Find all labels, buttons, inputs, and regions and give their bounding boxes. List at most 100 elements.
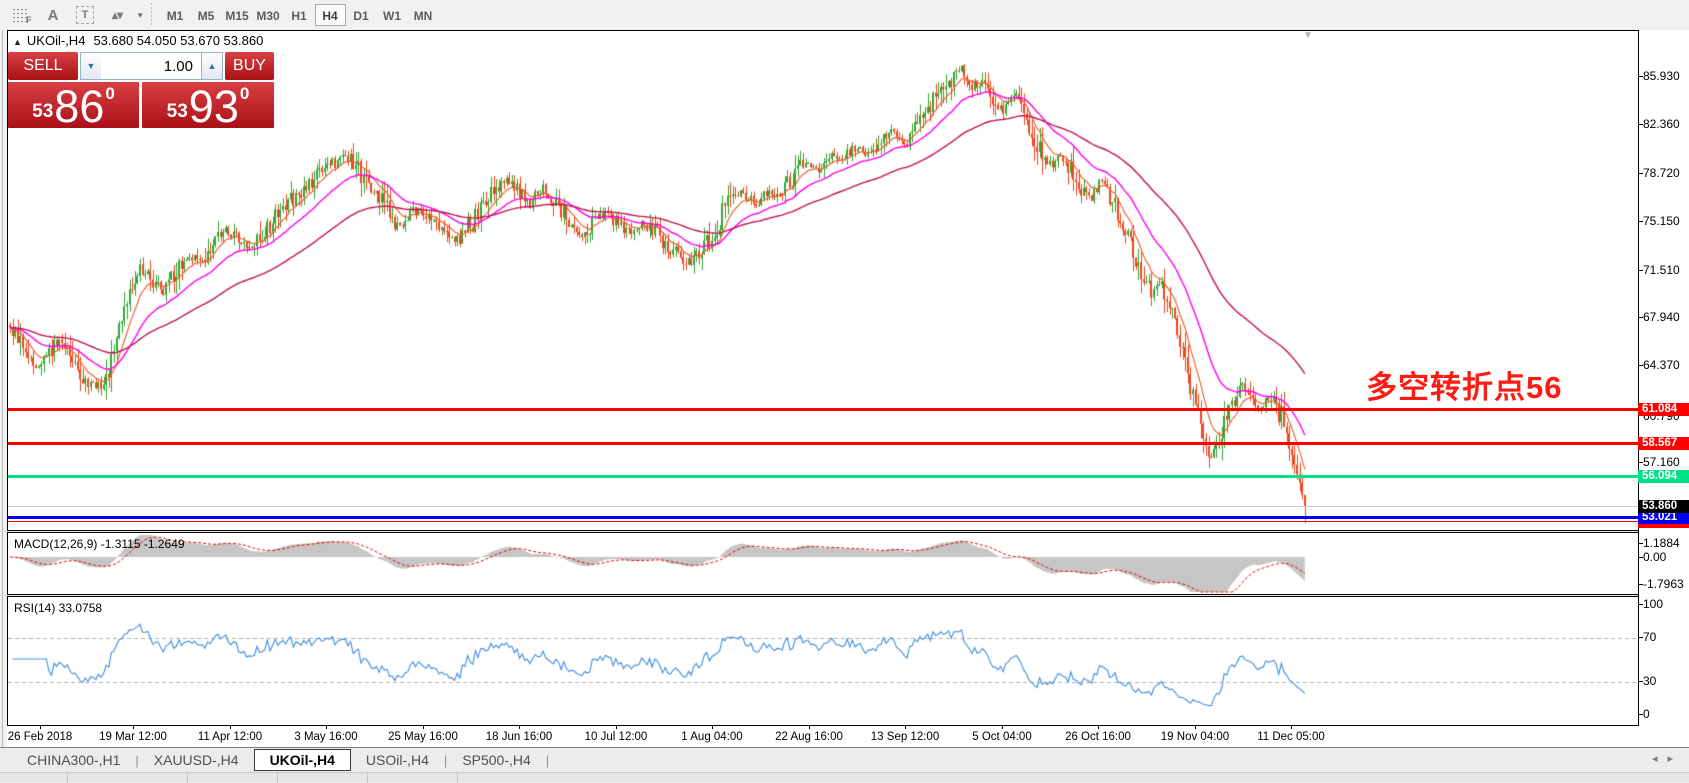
macd-scale-label: -1.7963 [1643,577,1684,591]
time-tick [230,726,231,729]
timeframe-mn[interactable]: MN [413,9,433,23]
time-tick [519,726,520,729]
timeframe-m15[interactable]: M15 [225,9,249,23]
fibonacci-tool-icon[interactable]: F [8,3,34,27]
label-tool-icon[interactable]: A [47,6,59,24]
price-tick-mark [1639,76,1643,77]
symbol-name: UKOil-,H4 [26,33,86,48]
price-tick-label: 75.150 [1643,213,1680,228]
tab-xauusd-h4[interactable]: XAUUSD-,H4 [153,752,239,768]
price-tick-mark [1639,123,1643,125]
text-tool-icon[interactable]: T [72,3,98,27]
time-tick [1098,726,1099,729]
tab-divider: | [545,752,550,768]
time-tick [423,726,424,729]
macd-scale-label: 0.00 [1643,550,1667,564]
status-separator [367,773,368,783]
price-scale [1639,30,1689,727]
time-label: 25 May 16:00 [388,731,458,743]
horizontal-line-53.86 [8,506,1638,507]
time-axis: 26 Feb 2018 19 Mar 12:00 11 Apr 12:00 3 May… [7,726,1689,747]
time-label: 19 Nov 04:00 [1160,731,1230,743]
time-label: 10 Jul 12:00 [584,731,648,743]
ohlc-values: 53.680 54.050 53.670 53.860 [93,33,264,48]
tab-scroll-arrows: ◂▸ [1652,752,1683,765]
time-tick [1291,726,1292,729]
rsi-scale-tick [1639,604,1643,605]
price-label-61.084: 61.084 [1638,403,1689,416]
collapse-arrow-icon[interactable]: ▲ [13,37,22,47]
price-tick-mark [1639,462,1643,464]
time-tick [1195,726,1196,729]
symbol-ohlc-header: ▲ UKOil-,H4 53.680 54.050 53.670 53.860 [13,33,263,48]
sell-button[interactable]: SELL [8,52,78,80]
macd-scale-tick [1639,557,1643,558]
volume-decrease-button[interactable]: ▼ [80,52,102,80]
sell-price-point: 0 [105,84,115,103]
status-strip [0,772,1689,783]
buy-price-button[interactable]: 53 93 0 [142,82,274,129]
timeframe-m1[interactable]: M1 [166,9,184,23]
time-label: 26 Oct 16:00 [1065,731,1131,743]
time-label: 11 Dec 05:00 [1257,731,1325,743]
timeframe-m30[interactable]: M30 [256,9,280,23]
time-label: 5 Oct 04:00 [972,731,1032,743]
timeframe-w1[interactable]: W1 [383,9,402,23]
time-tick [809,726,810,729]
price-label-58.567: 58.567 [1638,437,1689,450]
tab-scroll-right-icon[interactable]: ▸ [1667,753,1683,765]
time-tick [133,726,134,729]
rsi-label: RSI(14) 33.0758 [14,601,103,615]
volume-input[interactable] [101,52,201,80]
rsi-canvas[interactable] [8,597,1637,725]
price-tick-label: 64.370 [1643,358,1680,373]
horizontal-line-52.727 [8,521,1638,522]
sell-price-button[interactable]: 53 86 0 [8,82,139,129]
status-separator [187,773,188,783]
timeframe-d1[interactable]: D1 [353,9,369,23]
timeframe-m5[interactable]: M5 [197,9,215,23]
buy-button[interactable]: BUY [225,52,274,80]
time-tick [712,726,713,729]
time-label: 19 Mar 12:00 [99,731,167,743]
horizontal-line-61.084 [8,408,1638,411]
scroll-marker-icon[interactable]: ▼ [1303,30,1313,41]
price-tick-mark [1639,172,1643,174]
tab-divider: | [443,752,448,768]
sell-price-whole: 53 [32,101,54,122]
candlestick-canvas[interactable] [8,31,1637,529]
tab-scroll-left-icon[interactable]: ◂ [1651,753,1668,765]
volume-increase-button[interactable]: ▲ [201,52,223,80]
time-label: 18 Jun 16:00 [485,731,553,743]
time-label: 3 May 16:00 [294,731,358,743]
rsi-scale-tick [1639,637,1643,638]
rsi-scale-label: 100 [1643,597,1664,611]
price-label-53.021: 53.021 [1638,511,1689,524]
window-left-edge [2,30,3,747]
timeframe-h1[interactable]: H1 [291,9,307,23]
rsi-scale-label: 0 [1643,707,1650,721]
tab-china300-h1[interactable]: CHINA300-,H1 [27,752,121,768]
price-tick-label: 82.360 [1643,116,1680,131]
arrows-tool-icon[interactable]: ▴▾ [111,8,123,22]
time-tick [1002,726,1003,729]
timeframe-h4[interactable]: H4 [314,4,346,26]
time-tick [326,726,327,729]
status-separator [457,773,458,783]
status-separator [277,773,278,783]
macd-canvas[interactable] [8,533,1637,594]
timeframe-group: M1 M5 M15 M30 H1 H4 D1 W1 MN [160,4,439,26]
horizontal-line-58.567 [8,442,1638,445]
chart-tab-bar: CHINA300-,H1 | XAUUSD-,H4 UKOil-,H4 USOil-,H… [0,747,1689,772]
chevron-down-icon[interactable]: ▾ [138,9,143,20]
rsi-scale-tick [1639,714,1643,715]
price-scale-border [1638,30,1639,727]
tab-sp500-h4[interactable]: SP500-,H4 [462,752,531,768]
tab-usoil-h4[interactable]: USOil-,H4 [365,752,429,768]
price-tick-mark [1639,220,1643,222]
macd-scale-label: 1.1884 [1643,536,1680,550]
time-tick [40,726,41,729]
time-label: 1 Aug 04:00 [681,731,743,743]
tab-ukoil-h4[interactable]: UKOil-,H4 [253,749,351,771]
rsi-scale-label: 30 [1643,674,1657,688]
